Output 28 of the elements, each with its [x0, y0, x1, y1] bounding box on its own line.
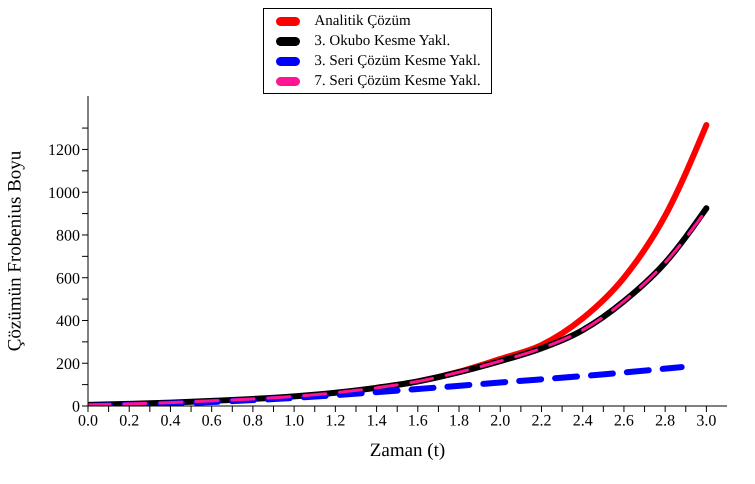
y-tick-label: 200 — [56, 356, 80, 373]
legend-label: 3. Seri Çözüm Kesme Yakl. — [314, 52, 481, 71]
y-tick-label: 1000 — [48, 184, 80, 202]
x-tick-label: 0.8 — [242, 412, 263, 430]
x-tick-label: 3.0 — [696, 412, 716, 430]
x-tick-label: 2.0 — [490, 412, 510, 430]
x-tick-label: 1.4 — [366, 412, 387, 430]
y-tick-label: 1200 — [48, 142, 80, 160]
x-tick-label: 2.6 — [614, 412, 634, 430]
x-tick-label: 1.6 — [408, 412, 428, 430]
x-tick-label: 0.6 — [202, 412, 222, 430]
y-tick-label: 800 — [56, 228, 80, 245]
y-tick-label: 0 — [72, 398, 80, 416]
x-tick-label: 2.2 — [531, 412, 552, 430]
x-tick-label: 1.2 — [325, 412, 346, 430]
x-tick-label: 1.8 — [449, 412, 470, 430]
y-tick-label: 600 — [56, 270, 80, 288]
x-tick-label: 1.0 — [284, 412, 304, 430]
y-tick-label: 400 — [56, 313, 80, 330]
legend-label: 3. Okubo Kesme Yakl. — [314, 32, 450, 51]
x-tick-label: 0.4 — [160, 412, 180, 430]
x-tick-label: 0.2 — [119, 412, 140, 430]
legend-label: 7. Seri Çözüm Kesme Yakl. — [314, 72, 481, 91]
x-tick-label: 2.8 — [655, 412, 676, 430]
x-axis-title: Zaman (t) — [370, 440, 446, 461]
legend-label: Analitik Çözüm — [314, 12, 411, 31]
x-tick-label: 0.0 — [78, 412, 98, 430]
x-tick-label: 2.4 — [572, 412, 593, 430]
